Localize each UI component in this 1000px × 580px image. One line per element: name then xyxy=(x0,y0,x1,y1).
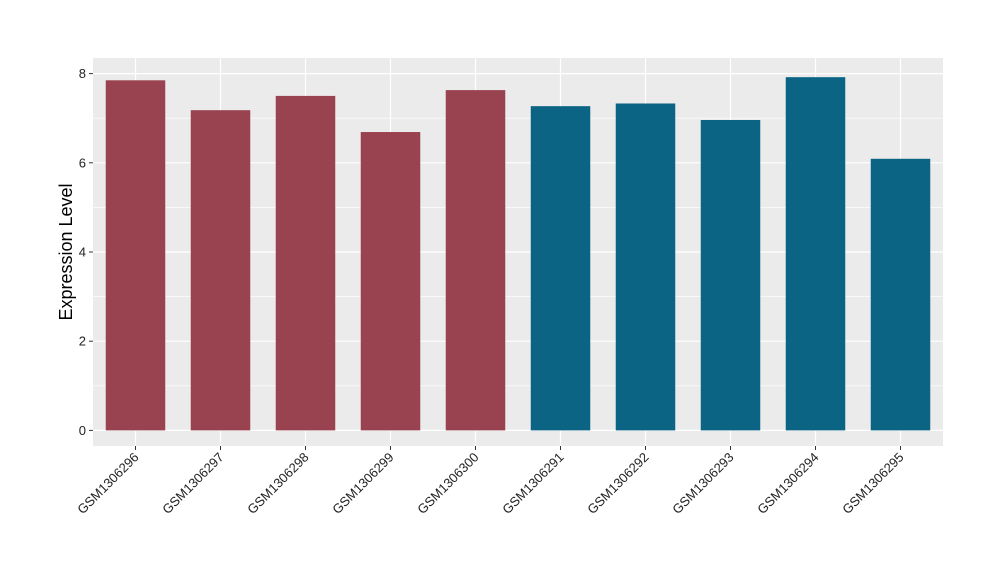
x-tick-label: GSM1306295 xyxy=(839,450,906,517)
y-axis-title: Expression Level xyxy=(56,183,76,320)
y-axis: 0 2 4 6 8 xyxy=(79,66,93,438)
x-tick-label: GSM1306296 xyxy=(74,450,141,517)
x-tick-label: GSM1306292 xyxy=(584,450,651,517)
bars xyxy=(105,77,931,431)
x-axis: GSM1306296 GSM1306297 GSM1306298 GSM1306299… xyxy=(74,446,907,517)
bar xyxy=(190,110,251,431)
x-tick-label: GSM1306291 xyxy=(499,450,566,517)
bar xyxy=(105,80,166,431)
bar xyxy=(700,119,761,431)
bar xyxy=(360,132,421,431)
bar xyxy=(870,158,931,431)
x-tick-label: GSM1306297 xyxy=(159,450,226,517)
bar xyxy=(445,90,506,431)
y-tick-label: 4 xyxy=(79,245,86,260)
y-tick-label: 6 xyxy=(79,155,86,170)
x-tick-label: GSM1306299 xyxy=(329,450,396,517)
x-tick-label: GSM1306300 xyxy=(414,450,481,517)
y-tick-label: 0 xyxy=(79,423,86,438)
x-tick-label: GSM1306294 xyxy=(754,450,821,517)
x-tick-label: GSM1306298 xyxy=(244,450,311,517)
y-tick-label: 2 xyxy=(79,334,86,349)
bar xyxy=(785,77,846,431)
bar xyxy=(275,95,336,431)
x-tick-label: GSM1306293 xyxy=(669,450,736,517)
bar xyxy=(530,106,591,431)
y-tick-label: 8 xyxy=(79,66,86,81)
bar xyxy=(615,103,676,431)
